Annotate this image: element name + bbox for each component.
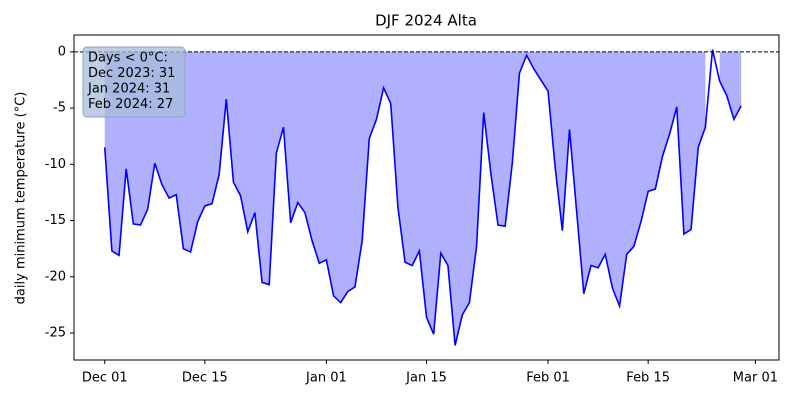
annotation-line: Days < 0°C:: [88, 51, 168, 66]
x-tick-label: Feb 01: [526, 371, 570, 386]
x-tick-label: Dec 15: [182, 371, 228, 386]
x-tick-label: Mar 01: [733, 371, 778, 386]
y-tick-label: 0: [58, 44, 66, 59]
annotation-box: [82, 46, 186, 118]
y-tick-label: -10: [45, 157, 66, 172]
x-tick-label: Jan 01: [305, 371, 347, 386]
x-tick-label: Feb 15: [626, 371, 670, 386]
below-zero-fill: [104, 51, 706, 346]
y-tick-label: -5: [53, 101, 66, 116]
plot-frame: [73, 34, 780, 361]
annotation-line: Feb 2024: 27: [88, 97, 173, 112]
x-tick-label: Dec 01: [82, 371, 128, 386]
y-tick-label: -20: [45, 269, 66, 284]
chart-title: DJF 2024 Alta: [375, 12, 477, 30]
annotation-line: Dec 2023: 31: [88, 66, 175, 81]
annotation-line: Jan 2024: 31: [87, 82, 170, 97]
x-tick-label: Jan 15: [405, 371, 447, 386]
below-zero-fill: [719, 51, 742, 120]
temperature-line: [103, 49, 742, 346]
y-axis-label: daily minimum temperature (°C): [14, 92, 29, 305]
y-tick-label: -15: [45, 213, 66, 228]
y-tick-label: -25: [45, 326, 66, 341]
